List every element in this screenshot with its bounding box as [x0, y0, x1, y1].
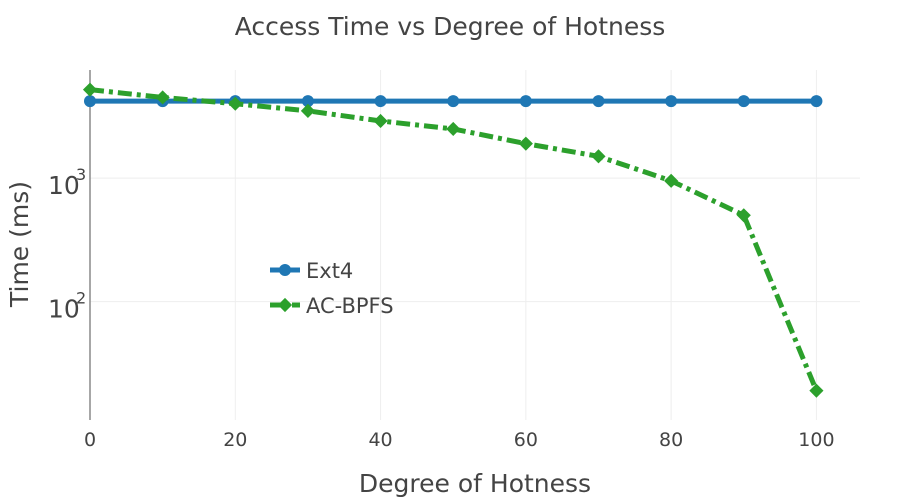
- data-point-ext4: [592, 95, 605, 108]
- data-point-ac-bpfs: [446, 121, 461, 137]
- data-point-ac-bpfs: [591, 149, 606, 164]
- data-point-ac-bpfs: [373, 113, 388, 129]
- data-point-ext4: [737, 95, 750, 108]
- legend-marker-ext4: [279, 264, 291, 276]
- x-tick-labels: 0 20 40 60 80 100: [84, 429, 835, 451]
- data-point-ac-bpfs: [82, 82, 98, 97]
- grid: [90, 70, 860, 420]
- y-tick-exponent: 2: [76, 289, 86, 308]
- data-point-ext4: [301, 95, 314, 108]
- y-axis-title: Time (ms): [5, 181, 34, 308]
- data-point-ac-bpfs: [664, 173, 679, 188]
- data-point-ac-bpfs: [809, 383, 824, 398]
- data-point-ac-bpfs: [518, 136, 533, 151]
- x-tick-label: 80: [659, 429, 683, 451]
- legend-item-ext4: Ext4: [270, 259, 353, 283]
- data-point-ext4: [447, 95, 460, 108]
- data-point-ext4: [84, 95, 96, 108]
- chart-title: Access Time vs Degree of Hotness: [235, 12, 666, 41]
- x-tick-label: 0: [84, 429, 96, 451]
- x-tick-label: 60: [514, 429, 538, 451]
- x-tick-label: 40: [368, 429, 392, 451]
- data-point-ext4: [374, 95, 387, 108]
- series-layer: [82, 82, 824, 398]
- y-tick-exponent: 3: [76, 165, 86, 184]
- data-point-ac-bpfs: [736, 208, 751, 223]
- y-tick-label: 10: [48, 171, 80, 200]
- legend: Ext4 AC-BPFS: [270, 259, 394, 318]
- legend-item-ac-bpfs: AC-BPFS: [270, 294, 394, 318]
- x-tick-label: 20: [223, 429, 247, 451]
- legend-label-ac-bpfs: AC-BPFS: [306, 294, 394, 318]
- data-point-ext4: [810, 95, 823, 108]
- data-point-ext4: [519, 95, 532, 108]
- legend-marker-ac-bpfs: [277, 297, 293, 313]
- data-point-ext4: [665, 95, 678, 108]
- legend-label-ext4: Ext4: [306, 259, 353, 283]
- x-tick-label: 100: [798, 429, 834, 451]
- data-point-ac-bpfs: [300, 103, 315, 118]
- x-axis-title: Degree of Hotness: [359, 469, 591, 498]
- y-tick-label: 10: [48, 295, 80, 324]
